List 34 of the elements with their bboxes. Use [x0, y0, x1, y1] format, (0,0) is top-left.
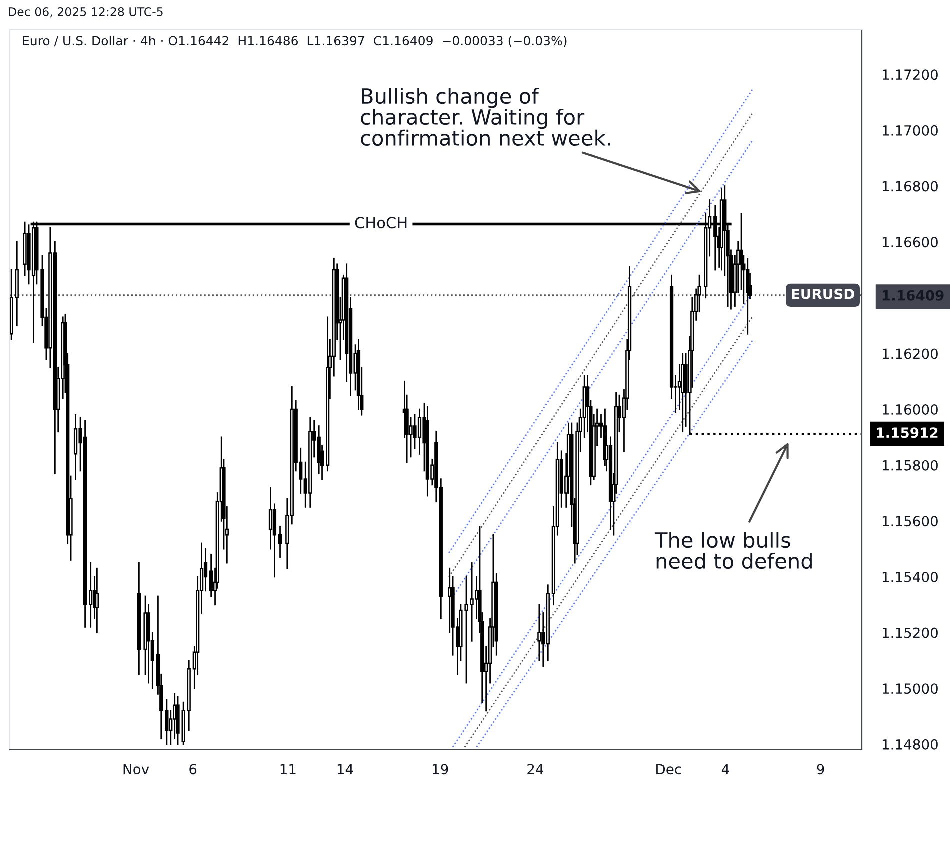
x-tick-label: 19 — [433, 764, 448, 775]
x-tick-label: 6 — [190, 764, 197, 775]
y-tick-label: 1.15400 — [882, 572, 938, 582]
x-tick-label: 14 — [338, 764, 354, 774]
y-tick-label: 1.14800 — [882, 739, 938, 750]
x-tick-label: Nov — [124, 764, 150, 775]
text: Dec 06, 2025 12:28 UTC-5 — [9, 7, 163, 18]
x-tick-label: 9 — [817, 764, 824, 775]
x-tick-label: 11 — [280, 764, 296, 774]
y-tick-label: 1.16200 — [882, 348, 938, 360]
y-tick-label: 1.16000 — [882, 404, 938, 416]
series-label: CHoCH — [355, 217, 407, 229]
candlestick — [95, 568, 99, 634]
y-tick-label: 1.15800 — [882, 460, 938, 471]
y-tick-label: 1.15200 — [882, 628, 938, 638]
y-tick-label: 1.17200 — [882, 70, 938, 80]
candlestick — [278, 526, 282, 558]
y-tick-label: 1.16800 — [882, 181, 938, 192]
x-tick-label: 4 — [722, 764, 730, 774]
candlestick — [538, 604, 542, 662]
ref-line-label: EURUSD — [792, 288, 854, 300]
y-tick-label: 1.15600 — [882, 516, 938, 527]
candlestick — [89, 562, 93, 628]
x-tick-label: Dec — [656, 764, 682, 775]
annotation: Euro / U.S. Dollar · 4h · O1.16442 H1.16486 L1.16397 C1.16409 −0.00033 (−0.03%) — [23, 36, 567, 48]
candlestick — [165, 699, 169, 746]
y-tick-label: 1.16600 — [882, 237, 938, 248]
y-tick-label: 1.17000 — [882, 125, 938, 136]
x-tick-label: 24 — [528, 764, 544, 774]
annotation: The low bulls need to defend — [654, 532, 812, 570]
data-label: 1.15912 — [877, 428, 938, 438]
y-tick-label: 1.15000 — [882, 684, 938, 694]
annotation: Bullish change of character. Waiting for confirmation next week. — [361, 88, 610, 146]
candlestick — [268, 486, 273, 550]
